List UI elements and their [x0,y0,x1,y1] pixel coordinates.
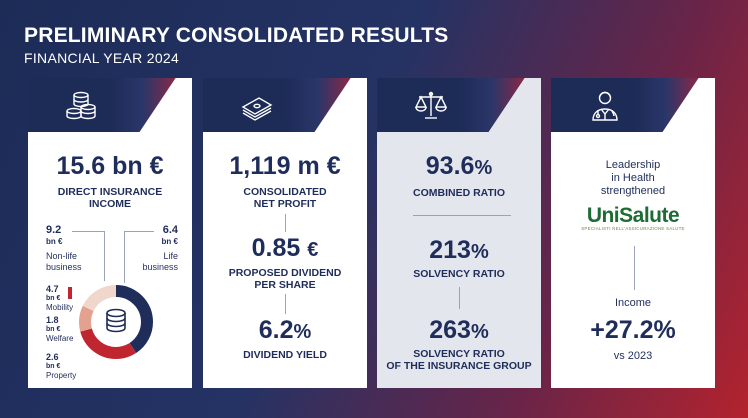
net-profit-panel: 1,119 m € CONSOLIDATED NET PROFIT 0.85 € … [203,78,367,388]
life-label: Life business [142,251,178,272]
segment-property: 2.6 bn € Property [46,352,77,381]
mobility-segment [79,285,153,359]
dividend-value: 0.85 € [251,234,319,262]
life-value: 6.4 bn € [161,224,178,246]
income-growth-value: +27.2% [590,316,676,344]
dividend-label: PROPOSED DIVIDEND PER SHARE [228,267,342,291]
unisalute-logo: UniSalute SPECIALISTI NELL'ASSICURAZIONE… [581,204,685,231]
coins-icon [64,87,100,123]
dividend-yield-value: 6.2% [258,316,312,344]
scales-icon [413,87,449,123]
direct-income-label: DIRECT INSURANCE INCOME [57,186,163,210]
solvency-ratio-label: SOLVENCY RATIO [413,268,505,280]
panel-header [28,78,176,132]
segment-mobility: 4.7 bn € Mobility [46,284,74,313]
net-profit-label: CONSOLIDATED NET PROFIT [243,186,327,210]
nonlife-value: 9.2 bn € [46,224,63,246]
banknotes-icon [239,87,275,123]
combined-ratio-label: COMBINED RATIO [413,187,505,199]
ratios-panel: 93.6% COMBINED RATIO 213% SOLVENCY RATIO… [377,78,541,388]
solvency-ratio-value: 213% [429,236,489,264]
group-solvency-label: SOLVENCY RATIO OF THE INSURANCE GROUP [386,348,532,372]
income-label: Income [614,297,652,309]
net-profit-value: 1,119 m € [229,152,341,180]
panel-header [377,78,525,132]
nonlife-label: Non-life business [46,251,82,272]
welfare-segment [79,285,153,359]
group-solvency-value: 263% [429,316,489,344]
page-subtitle: FINANCIAL YEAR 2024 [24,50,180,66]
database-icon [106,308,126,333]
page-title: PRELIMINARY CONSOLIDATED RESULTS [24,24,449,47]
segment-welfare: 1.8 bn € Welfare [46,315,74,344]
health-panel: Leadership in Health strengthened UniSal… [551,78,715,388]
leadership-text: Leadership in Health strengthened [600,159,666,197]
doctor-icon [587,87,623,123]
comparison-label: vs 2023 [613,350,653,362]
income-donut-chart [79,285,153,359]
dividend-yield-label: DIVIDEND YIELD [243,349,327,361]
panel-header [551,78,699,132]
panel-header [203,78,351,132]
combined-ratio-value: 93.6% [425,152,493,180]
insurance-income-panel: 15.6 bn € DIRECT INSURANCE INCOME 9.2 bn €… [28,78,192,388]
direct-income-value: 15.6 bn € [56,152,164,180]
property-segment [79,285,153,359]
